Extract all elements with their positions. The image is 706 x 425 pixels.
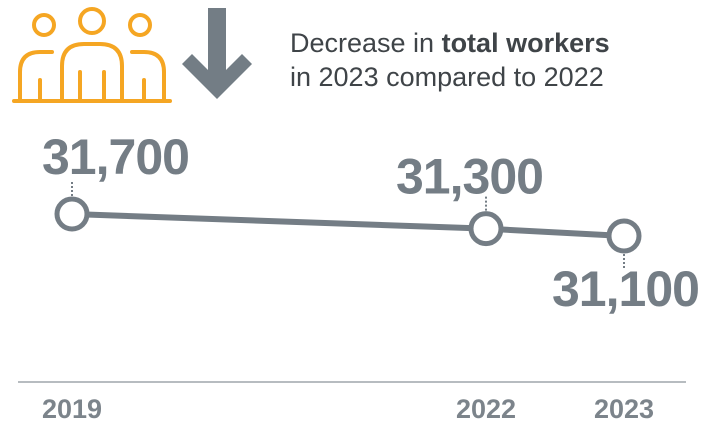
x-tick-label-2022: 2022: [456, 394, 516, 424]
headline-line-2: in 2023 compared to 2022: [290, 62, 604, 92]
value-label-2019: 31,700: [42, 129, 189, 185]
headline-prefix: Decrease in: [290, 28, 442, 58]
arrow-down-icon: [182, 8, 252, 99]
people-group-icon: [12, 7, 172, 103]
data-point-2023: [606, 218, 642, 254]
data-point-2022: [468, 211, 504, 247]
headline-emphasis: total workers: [442, 28, 610, 58]
value-label-2022: 31,300: [396, 149, 543, 205]
series-line: [69, 211, 627, 239]
x-tick-label-2023: 2023: [594, 394, 654, 424]
tick-layer: 2019 2022 2023: [42, 394, 654, 424]
data-point-2019: [54, 196, 90, 232]
value-label-2023: 31,100: [552, 261, 699, 317]
x-tick-label-2019: 2019: [42, 394, 102, 424]
headline-line-1: Decrease in total workers: [290, 28, 610, 58]
